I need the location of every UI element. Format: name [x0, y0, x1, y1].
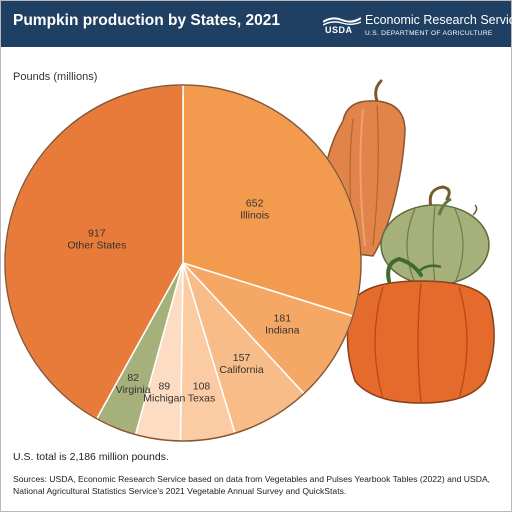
header-bar: Pumpkin production by States, 2021 USDA … — [1, 1, 512, 47]
slice-label-texas: Texas — [188, 392, 215, 404]
slice-label-indiana: Indiana — [265, 325, 300, 337]
slice-value-virginia: 82 — [127, 372, 139, 384]
department-name: U.S. DEPARTMENT OF AGRICULTURE — [365, 30, 493, 37]
slice-value-california: 157 — [233, 352, 251, 364]
total-note: U.S. total is 2,186 million pounds. — [13, 451, 169, 463]
chart-title: Pumpkin production by States, 2021 — [13, 12, 281, 29]
agency-name: Economic Research Service — [365, 13, 512, 27]
unit-label: Pounds (millions) — [13, 71, 98, 83]
usda-wordmark: USDA — [325, 25, 353, 35]
pie-outline — [4, 84, 362, 442]
slice-value-texas: 108 — [193, 380, 211, 392]
source-note: Sources: USDA, Economic Research Service… — [13, 474, 491, 496]
slice-label-virginia: Virginia — [116, 384, 151, 396]
slice-value-michigan: 89 — [158, 380, 170, 392]
slice-value-illinois: 652 — [246, 197, 264, 209]
slice-label-illinois: Illinois — [240, 209, 269, 221]
usda-logo-icon — [323, 17, 361, 26]
slice-label-california: California — [219, 364, 264, 376]
slice-label-other-states: Other States — [67, 240, 126, 252]
slice-value-other-states: 917 — [88, 228, 106, 240]
slice-label-michigan: Michigan — [143, 392, 185, 404]
slice-value-indiana: 181 — [274, 313, 292, 325]
